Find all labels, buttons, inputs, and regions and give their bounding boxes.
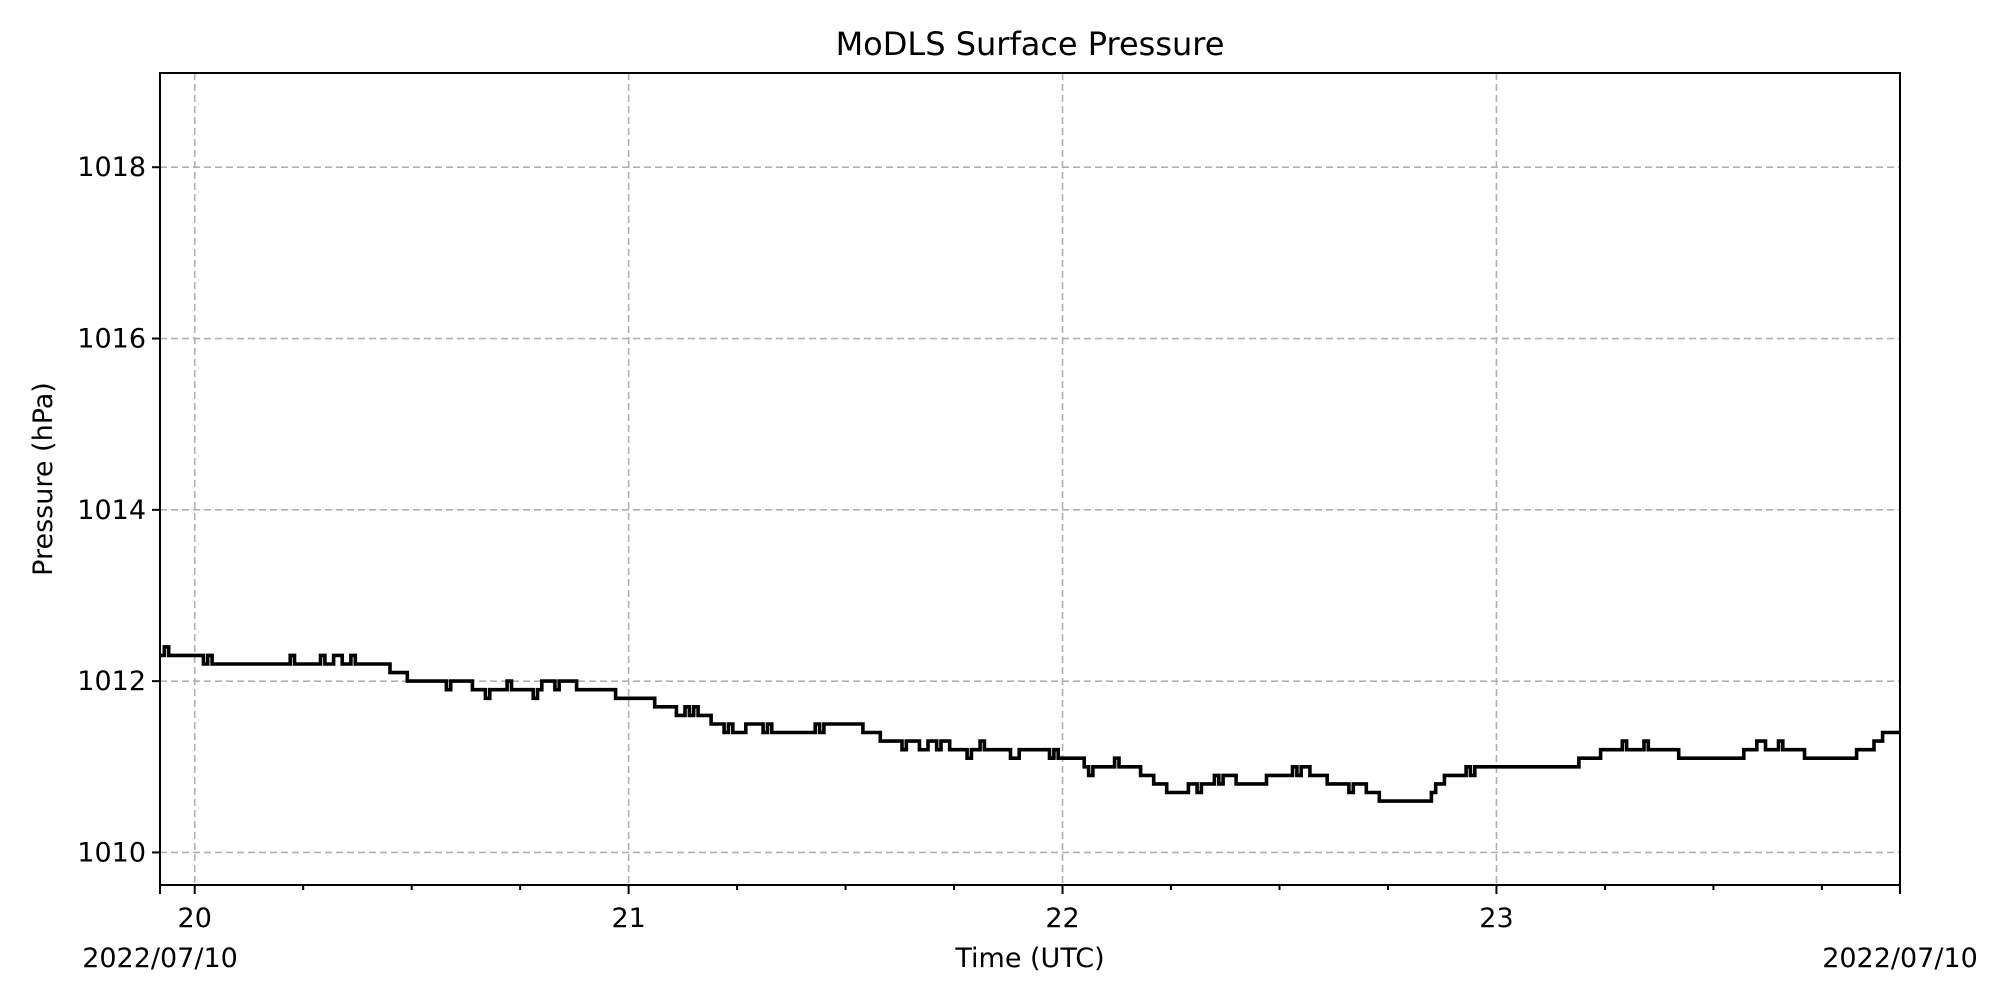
- chart-title: MoDLS Surface Pressure: [836, 25, 1225, 63]
- y-axis-label: Pressure (hPa): [28, 382, 59, 576]
- x-tick-label: 20: [178, 903, 212, 934]
- axis-ticks: 1010 1012 1014 1016 1018 20 21 22 23: [77, 152, 1901, 934]
- series-line: [160, 645, 1900, 803]
- y-tick-label: 1012: [77, 666, 146, 697]
- y-tick-label: 1018: [77, 152, 146, 183]
- y-tick-label: 1016: [77, 324, 146, 355]
- x-axis-label: Time (UTC): [954, 943, 1104, 974]
- x-tick-label: 23: [1479, 903, 1513, 934]
- plot-frame: [159, 72, 1901, 886]
- x-axis-end-date: 2022/07/10: [1822, 943, 1978, 974]
- y-tick-label: 1014: [77, 495, 146, 526]
- data-series: [160, 645, 1900, 803]
- y-tick-label: 1010: [77, 837, 146, 868]
- x-tick-label: 21: [611, 903, 645, 934]
- x-tick-label: 22: [1045, 903, 1079, 934]
- x-axis-start-date: 2022/07/10: [82, 943, 238, 974]
